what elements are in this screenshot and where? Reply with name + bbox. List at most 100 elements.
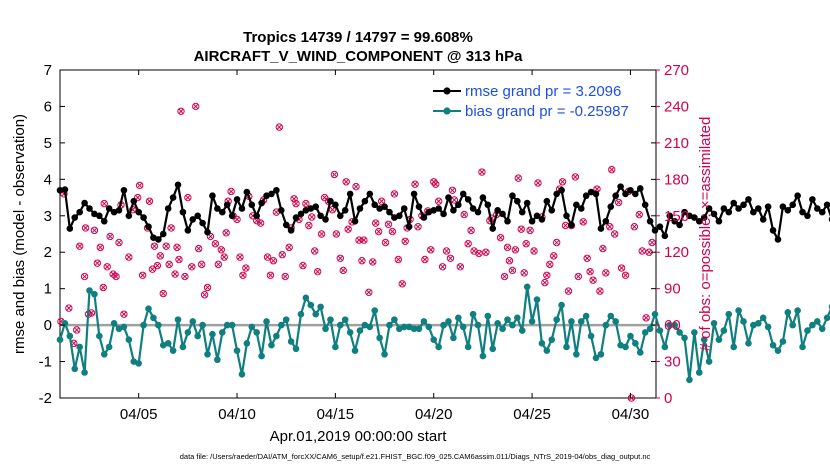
rmse-point [730, 199, 737, 207]
bias-point [248, 323, 256, 331]
obs-assimilated-marker [293, 200, 299, 207]
obs-marker [514, 174, 523, 182]
bias-point [563, 343, 570, 351]
rmse-point [750, 208, 757, 216]
bias-point [135, 360, 142, 367]
bias-point [759, 314, 767, 322]
legend: rmse grand pr = 3.2096 bias grand pr = -… [433, 83, 629, 120]
obs-assimilated-marker [501, 273, 508, 280]
obs-marker [313, 267, 322, 276]
chart-subtitle: AIRCRAFT_V_WIND_COMPONENT @ 313 hPa [194, 48, 524, 65]
obs-assimilated-marker [345, 226, 351, 232]
obs-possible-marker [388, 227, 397, 236]
rmse-point [410, 190, 418, 198]
obs-assimilated-marker [382, 239, 389, 246]
obs-assimilated-marker [415, 224, 421, 230]
obs-marker [534, 179, 542, 187]
bias-point [514, 314, 521, 322]
obs-marker [530, 247, 538, 255]
bias-point [632, 340, 639, 347]
obs-possible-marker [299, 261, 307, 270]
rmse-point [612, 192, 619, 200]
bias-point [686, 376, 693, 384]
bias-point [646, 325, 654, 333]
bias-point [754, 319, 762, 327]
obs-assimilated-marker [359, 258, 365, 264]
obs-possible-marker [175, 255, 183, 264]
obs-assimilated-marker [447, 255, 454, 261]
rmse-point [779, 203, 787, 210]
obs-marker [579, 218, 587, 226]
obs-possible-marker [635, 210, 643, 219]
bias-point [489, 345, 497, 353]
obs-marker [135, 181, 144, 190]
bias-point [784, 309, 792, 316]
obs-possible-marker [171, 270, 179, 278]
obs-assimilated-marker [218, 247, 224, 253]
obs-possible-marker [610, 230, 619, 238]
bias-point [425, 323, 433, 331]
obs-possible-marker [197, 260, 206, 269]
obs-assimilated-marker [575, 273, 581, 280]
obs-assimilated-marker [303, 200, 309, 207]
obs-assimilated-marker [521, 270, 527, 276]
rmse-point [228, 212, 236, 220]
obs-possible-marker [311, 247, 319, 255]
bias-point [804, 327, 811, 334]
rmse-point [666, 212, 674, 220]
obs-marker [317, 230, 326, 238]
y-tick-label: 1 [44, 281, 52, 298]
bias-point [56, 336, 64, 343]
rmse-point [528, 217, 536, 225]
rmse-point [745, 196, 752, 203]
bias-point [336, 321, 344, 329]
obs-assimilated-marker [479, 169, 485, 175]
obs-possible-marker [330, 170, 339, 179]
obs-possible-marker [520, 269, 528, 277]
bias-point [459, 323, 467, 331]
obs-assimilated-marker [149, 266, 156, 272]
bias-point [376, 334, 383, 342]
x-axis-label: Apr.01,2019 00:00:00 start [270, 428, 448, 445]
bias-point [209, 330, 216, 338]
rmse-point [459, 190, 467, 198]
obs-assimilated-marker [622, 272, 629, 278]
obs-marker [369, 258, 377, 266]
obs-marker [614, 198, 623, 207]
obs-possible-marker [214, 260, 223, 269]
obs-possible-marker [517, 225, 525, 233]
obs-marker [411, 180, 419, 188]
rmse-point [76, 208, 83, 216]
bias-point [666, 321, 674, 329]
obs-assimilated-marker [428, 247, 434, 253]
rmse-point [759, 216, 767, 223]
obs-marker [184, 193, 192, 202]
obs-possible-marker [145, 197, 154, 205]
obs-assimilated-marker [107, 233, 113, 240]
obs-assimilated-marker [185, 194, 191, 201]
rmse-point [238, 205, 246, 212]
obs-possible-marker [236, 253, 244, 261]
obs-assimilated-marker [343, 179, 349, 185]
rmse-point [282, 221, 290, 229]
bias-point [691, 329, 698, 336]
rmse-point [725, 208, 733, 216]
bias-point [258, 352, 265, 360]
bias-point [681, 334, 688, 342]
obs-possible-marker [120, 310, 128, 318]
obs-assimilated-marker [476, 250, 482, 257]
obs-assimilated-marker [395, 256, 401, 263]
obs-marker [414, 223, 422, 231]
obs-marker [181, 272, 189, 281]
bias-point [297, 310, 305, 318]
x-tick-label: 04/15 [317, 406, 355, 423]
obs-possible-marker [352, 182, 360, 191]
obs-assimilated-marker [198, 261, 205, 268]
obs-assimilated-marker [264, 254, 271, 260]
bias-point [813, 318, 821, 325]
obs-possible-marker [167, 224, 175, 232]
bias-point [386, 321, 393, 329]
obs-possible-marker [336, 254, 344, 262]
obs-marker [292, 199, 300, 208]
rmse-point [720, 205, 728, 212]
